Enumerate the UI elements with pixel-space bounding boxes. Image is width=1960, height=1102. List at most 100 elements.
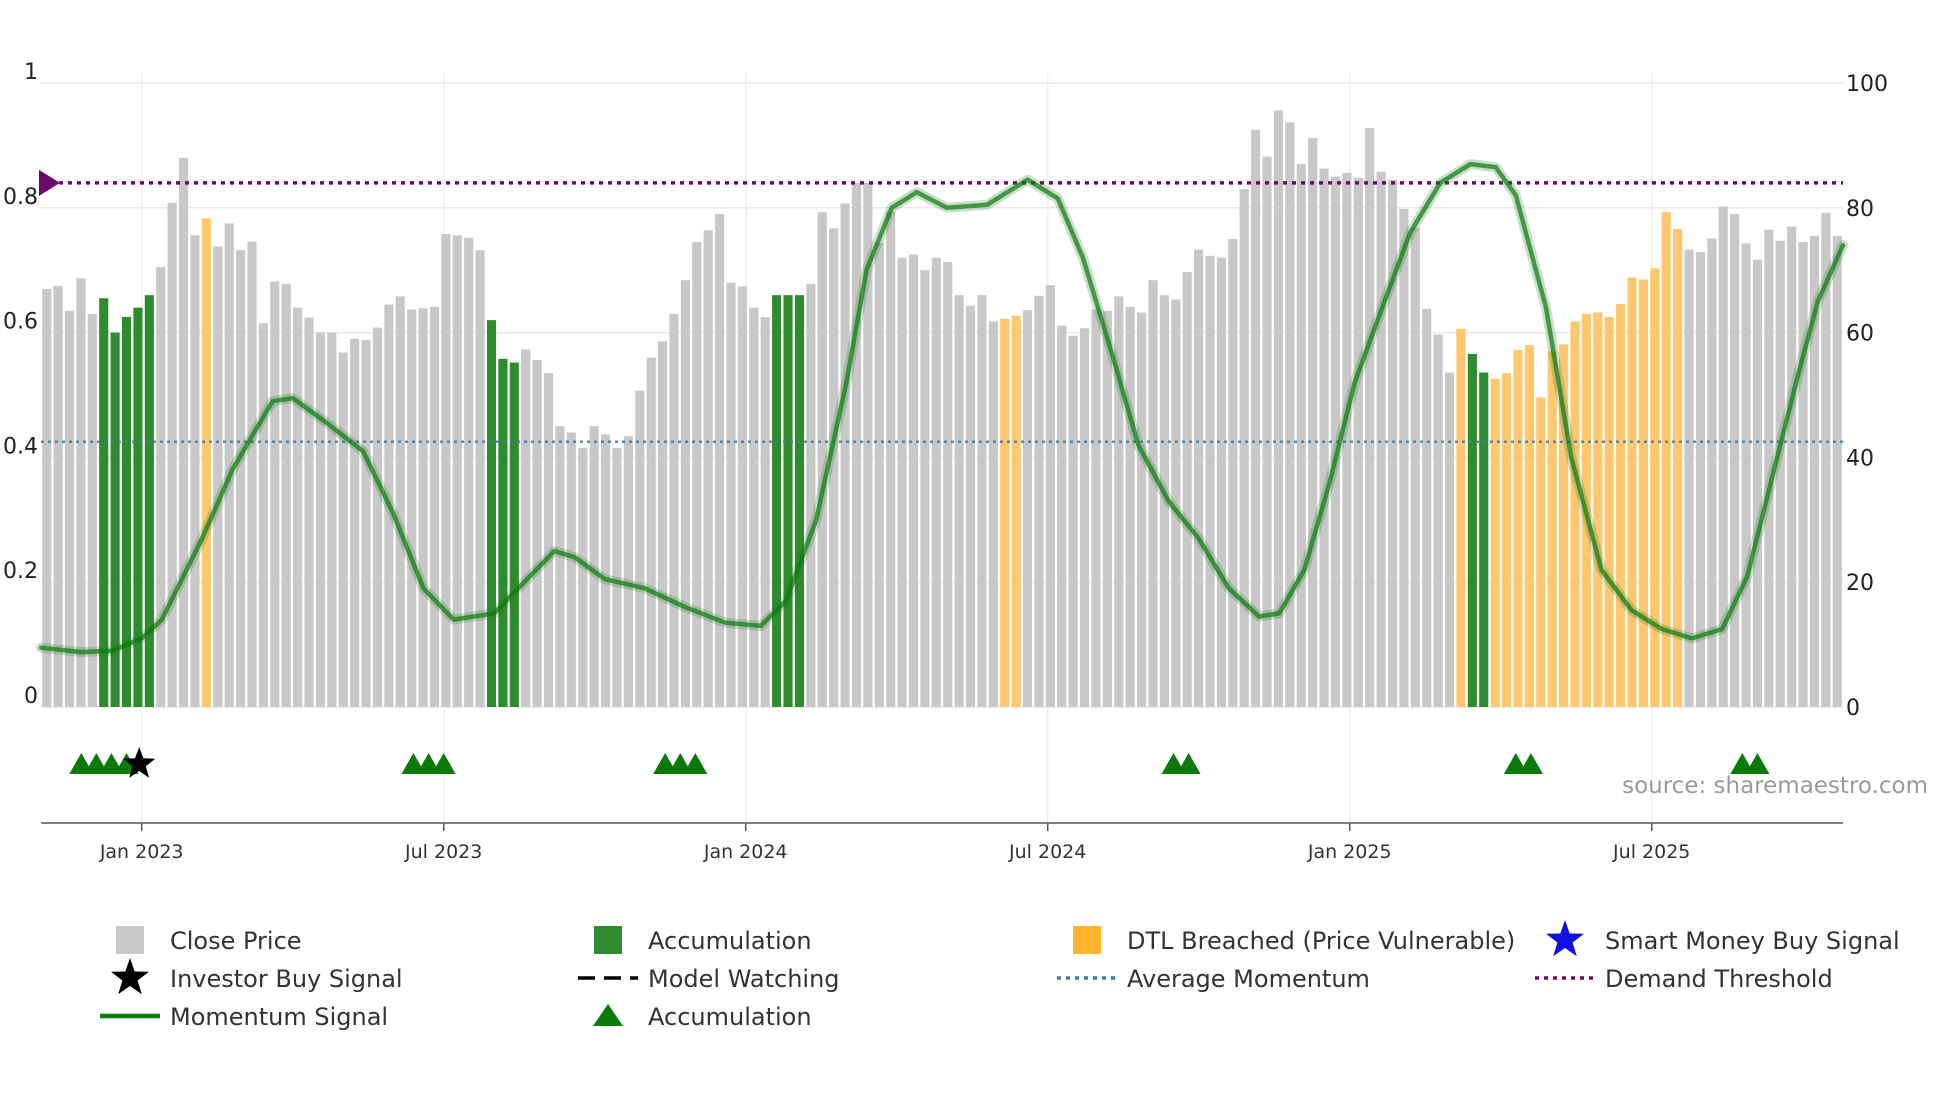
- close-price-bar: [1057, 325, 1067, 707]
- y-left-tick-label: 0.8: [3, 185, 38, 210]
- legend-label: Accumulation: [648, 1003, 812, 1031]
- close-price-bar: [1399, 209, 1409, 707]
- close-price-bar: [281, 283, 291, 707]
- close-price-bar: [1308, 137, 1318, 708]
- legend-swatch: [1073, 926, 1101, 954]
- close-price-bar: [441, 234, 451, 707]
- legend-label: Close Price: [170, 927, 302, 955]
- close-price-bar: [863, 182, 873, 708]
- legend-swatch: [116, 926, 144, 954]
- signal-lines: [36, 159, 1848, 658]
- accumulation-marker: [668, 753, 693, 774]
- close-price-bar: [1787, 226, 1797, 707]
- close-price-bar: [1171, 299, 1181, 707]
- close-price-bar: [1764, 229, 1774, 707]
- accumulation-marker: [683, 753, 708, 774]
- x-tick-label: Jan 2024: [703, 841, 788, 863]
- close-price-bar: [53, 285, 63, 707]
- close-price-bar: [726, 282, 736, 707]
- y-left-tick-label: 1: [24, 60, 38, 85]
- accumulation-marker: [1745, 753, 1770, 774]
- legend-investor-buy: Investor Buy Signal: [111, 958, 403, 995]
- close-price-bar: [874, 242, 884, 707]
- accumulation-bar: [772, 295, 782, 707]
- close-price-bar: [1080, 328, 1090, 707]
- close-price-bar: [1684, 249, 1694, 707]
- close-price-bar: [1707, 238, 1717, 707]
- close-price-bar: [1809, 235, 1820, 707]
- close-price-bar: [361, 340, 371, 707]
- y-left-tick-label: 0.6: [3, 310, 38, 335]
- y-right-tick-label: 100: [1846, 72, 1888, 97]
- close-price-bar: [64, 310, 75, 707]
- close-price-bar: [1444, 372, 1455, 707]
- accumulation-marker: [416, 753, 441, 774]
- axes: 0 0.2 0.4 0.6 0.8 1 0 20 40 60 80 100 Jan 2023 Jul 20…: [3, 60, 1888, 863]
- legend-accumulation-marker: Accumulation: [593, 1003, 812, 1031]
- close-price-bar: [931, 257, 941, 707]
- dtl-breached-bar: [1638, 279, 1648, 707]
- accumulation-bar: [121, 317, 132, 707]
- accumulation-marker: [401, 753, 426, 774]
- close-price-bar: [190, 235, 200, 708]
- close-price-bar: [829, 228, 839, 707]
- y-left-tick-label: 0.2: [3, 559, 38, 584]
- close-price-bar: [247, 241, 257, 707]
- close-price-bar: [988, 321, 998, 707]
- close-price-bar: [1296, 164, 1306, 707]
- y-left-tick-label: 0.4: [3, 434, 38, 459]
- accumulation-marker: [84, 753, 109, 774]
- close-price-bar: [1045, 285, 1055, 707]
- legend-dtl-breached: DTL Breached (Price Vulnerable): [1073, 926, 1515, 955]
- momentum-signal-line: [38, 161, 1846, 655]
- dtl-breached-bar: [1547, 351, 1557, 707]
- close-price-bar: [429, 307, 440, 707]
- legend: Close Price Accumulation DTL Breached (Pri…: [100, 920, 1900, 1031]
- dtl-breached-bar: [1616, 303, 1626, 707]
- close-price-bar: [1091, 309, 1101, 707]
- close-price-bar: [315, 332, 325, 707]
- close-price-bar: [669, 313, 679, 707]
- close-price-bar: [87, 313, 97, 707]
- dtl-breached-bar: [1011, 315, 1021, 707]
- close-price-bar: [1228, 239, 1238, 707]
- y-right-tick-label: 20: [1846, 571, 1874, 596]
- close-price-bar: [1022, 310, 1033, 707]
- y-right-tick-label: 60: [1846, 322, 1874, 347]
- investor-buy-marker: [123, 747, 156, 778]
- close-price-bar: [1832, 235, 1842, 707]
- close-price-bar: [521, 349, 531, 707]
- close-price-bar: [543, 373, 554, 707]
- legend-label: Smart Money Buy Signal: [1605, 927, 1900, 955]
- legend-accumulation-bar: Accumulation: [594, 926, 812, 955]
- close-price-bar: [1433, 334, 1443, 707]
- close-price-bar: [635, 390, 645, 707]
- accumulation-bar: [498, 358, 508, 707]
- close-price-bar: [943, 262, 953, 707]
- close-price-bar: [42, 288, 52, 707]
- accumulation-marker: [431, 753, 456, 774]
- dtl-breached-bar: [1536, 397, 1546, 707]
- legend-star-icon: [111, 958, 149, 995]
- close-price-bar: [623, 436, 633, 707]
- close-price-bar: [464, 237, 474, 707]
- x-tick-label: Jul 2024: [1008, 841, 1086, 863]
- close-price-bar: [817, 212, 827, 707]
- close-price-bar: [1194, 249, 1204, 707]
- legend-momentum-signal: Momentum Signal: [100, 1003, 388, 1031]
- legend-label: Model Watching: [648, 965, 840, 993]
- x-tick-label: Jul 2025: [1612, 841, 1690, 863]
- close-price-bar: [1718, 206, 1728, 707]
- close-price-bar: [1730, 214, 1740, 708]
- close-price-bar: [1330, 176, 1341, 708]
- dtl-breached-bar: [1570, 321, 1580, 707]
- close-price-bar: [1273, 110, 1284, 708]
- close-price-bar: [612, 448, 622, 707]
- legend-swatch: [594, 926, 622, 954]
- dtl-breached-bar: [1604, 317, 1614, 707]
- dtl-breached-bar: [1524, 345, 1534, 707]
- legend-smart-money: Smart Money Buy Signal: [1546, 920, 1900, 957]
- legend-demand-threshold: Demand Threshold: [1535, 965, 1833, 993]
- close-price-bar: [1137, 312, 1147, 707]
